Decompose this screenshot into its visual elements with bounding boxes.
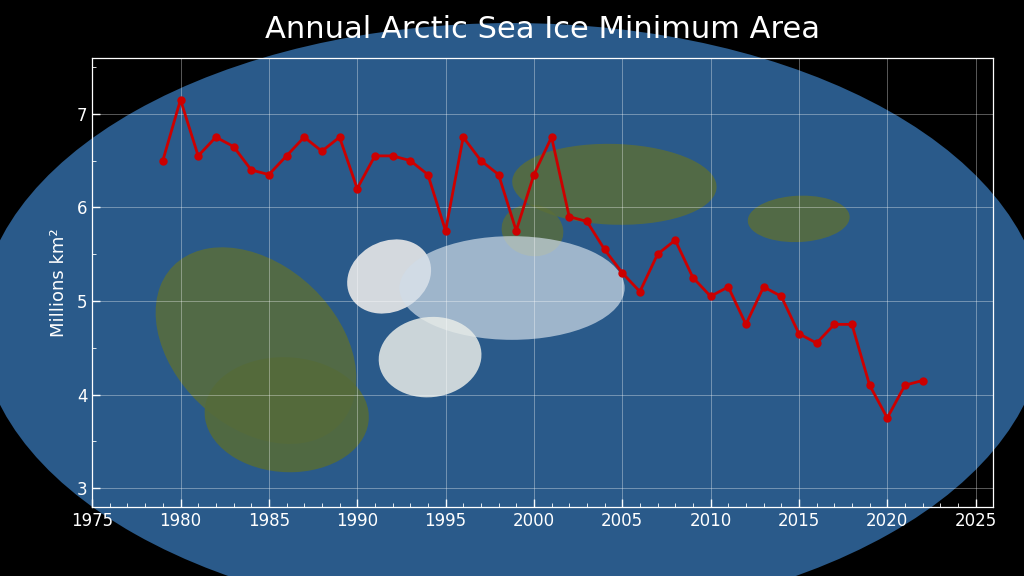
Title: Annual Arctic Sea Ice Minimum Area: Annual Arctic Sea Ice Minimum Area	[265, 15, 820, 44]
Ellipse shape	[379, 317, 481, 397]
Ellipse shape	[748, 196, 850, 242]
Circle shape	[0, 23, 1024, 576]
Ellipse shape	[205, 357, 369, 472]
Ellipse shape	[156, 247, 356, 444]
Y-axis label: Millions km²: Millions km²	[50, 228, 69, 336]
Ellipse shape	[512, 144, 717, 225]
Ellipse shape	[347, 240, 431, 313]
Ellipse shape	[502, 204, 563, 256]
Ellipse shape	[399, 236, 625, 340]
